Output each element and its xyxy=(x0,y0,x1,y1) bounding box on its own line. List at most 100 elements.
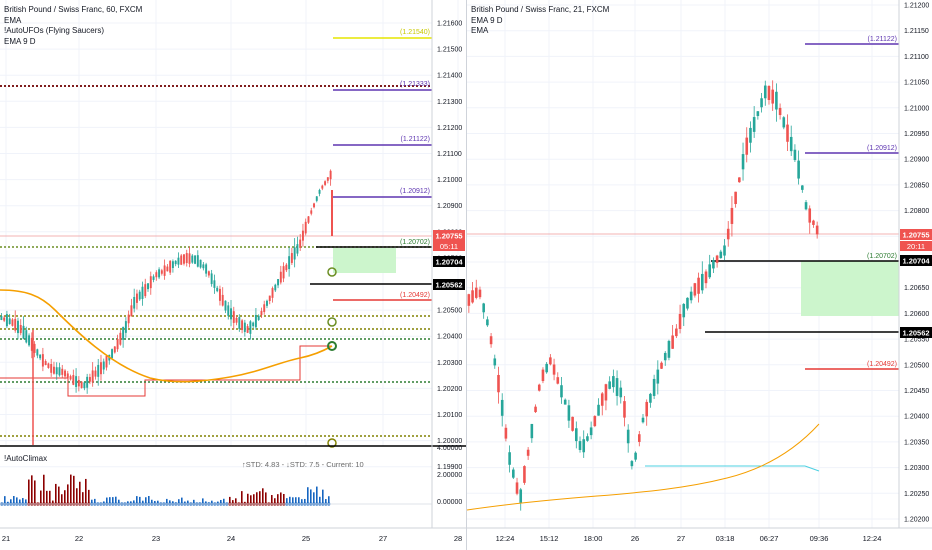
candle-body xyxy=(183,254,185,264)
left-legend: British Pound / Swiss Franc, 60, FXCM EM… xyxy=(4,5,142,47)
histogram-bar xyxy=(169,500,171,504)
time-tick: 24 xyxy=(227,534,235,543)
candle-body xyxy=(301,230,304,241)
histogram-bar xyxy=(256,492,258,504)
left-price-tick: 1.21000 xyxy=(437,177,462,184)
left-time-axis[interactable]: 21 22 23 24 25 27 28 xyxy=(2,534,462,543)
candle-body xyxy=(474,287,478,298)
right-chart-canvas[interactable]: (1.21122) (1.20912) (1.20702) (1.20492) … xyxy=(467,0,932,550)
candle-body xyxy=(497,374,500,393)
candle-body xyxy=(263,304,266,313)
left-indicator-ema9d[interactable]: EMA 9 D xyxy=(4,36,36,46)
candle-body xyxy=(25,330,28,343)
right-indicator-ema[interactable]: EMA xyxy=(471,26,489,35)
histogram-bar xyxy=(82,492,84,504)
left-label-red: (1.20492) xyxy=(400,292,430,299)
histogram-bar xyxy=(10,499,12,504)
right-chart-pane[interactable]: (1.21122) (1.20912) (1.20702) (1.20492) … xyxy=(467,0,932,550)
time-tick: 12:24 xyxy=(863,534,882,543)
histogram-bar xyxy=(55,483,57,504)
candle-body xyxy=(575,428,578,442)
histogram-bar xyxy=(46,490,48,504)
histogram-bar xyxy=(145,497,147,504)
candle-body xyxy=(191,255,194,263)
candle-body xyxy=(782,117,786,128)
histogram-bar xyxy=(136,496,138,504)
candle-body xyxy=(693,283,697,296)
time-tick: 09:36 xyxy=(810,534,829,543)
candle-body xyxy=(100,362,102,375)
pane-divider[interactable] xyxy=(466,0,467,550)
candle-body xyxy=(279,271,282,283)
candle-body xyxy=(69,376,72,380)
histogram-bar xyxy=(91,499,93,504)
candle-body xyxy=(482,303,485,313)
svg-text:1.20755: 1.20755 xyxy=(902,231,929,240)
histogram-bar xyxy=(16,497,18,504)
candle-body xyxy=(94,370,97,377)
candle-body xyxy=(715,255,719,263)
candle-body xyxy=(72,375,75,385)
left-label-purple-top: (1.21333) xyxy=(400,81,430,88)
right-candles xyxy=(467,80,819,511)
left-chart-canvas[interactable]: (1.21540) (1.21333) (1.21122) (1.20912) … xyxy=(0,0,466,550)
time-tick: 18:00 xyxy=(584,534,603,543)
candle-body xyxy=(515,482,519,494)
candle-body xyxy=(489,336,493,345)
left-candles xyxy=(0,169,333,445)
time-tick: 12:24 xyxy=(496,534,515,543)
left-price-tick: 1.21600 xyxy=(437,21,462,28)
candle-body xyxy=(630,461,634,467)
candle-body xyxy=(623,401,626,418)
candle-body xyxy=(196,255,199,267)
candle-body xyxy=(271,288,274,298)
candle-body xyxy=(11,319,14,326)
histogram-bar xyxy=(250,495,252,504)
histogram-bar xyxy=(58,486,60,504)
right-indicator-ema9d[interactable]: EMA 9 D xyxy=(471,15,503,25)
candle-body xyxy=(471,290,474,303)
candle-body xyxy=(224,300,227,311)
candle-body xyxy=(243,322,246,332)
histogram-bar xyxy=(22,498,24,504)
candle-body xyxy=(28,335,31,346)
histogram-bar xyxy=(328,496,330,504)
candle-body xyxy=(804,202,808,210)
candle-body xyxy=(545,363,548,373)
histogram-bar xyxy=(139,496,141,504)
left-indicator-autoufos[interactable]: !AutoUFOs (Flying Saucers) xyxy=(4,26,105,35)
histogram-bar xyxy=(319,496,321,504)
subpanel-stats: ↑STD: 4.83 - ↓STD: 7.5 - Current: 10 xyxy=(242,460,364,469)
left-price-tag-current: 1.20755 xyxy=(433,230,465,241)
candle-body xyxy=(163,265,166,276)
left-price-tag-level-2: 1.20562 xyxy=(433,279,465,290)
right-time-axis[interactable]: 12:24 15:12 18:00 26 27 03:18 06:27 09:36 12:24 xyxy=(496,534,882,543)
histogram-bar xyxy=(61,494,63,504)
histogram-bar xyxy=(295,497,297,504)
svg-text:1.20704: 1.20704 xyxy=(435,258,463,267)
time-tick: 26 xyxy=(631,534,639,543)
left-subpanel[interactable] xyxy=(0,474,331,506)
candle-body xyxy=(797,160,800,179)
candle-body xyxy=(563,399,567,405)
candle-body xyxy=(213,280,216,288)
candle-body xyxy=(58,367,61,376)
left-chart-pane[interactable]: (1.21540) (1.21333) (1.21122) (1.20912) … xyxy=(0,0,466,550)
histogram-bar xyxy=(70,474,72,504)
time-tick: 28 xyxy=(454,534,462,543)
histogram-bar xyxy=(109,497,111,504)
left-label-purple-1: (1.21122) xyxy=(401,136,430,143)
histogram-bar xyxy=(67,484,69,504)
candle-body xyxy=(619,387,623,398)
candle-body xyxy=(808,208,812,223)
candle-body xyxy=(534,406,537,413)
right-price-tick: 1.20850 xyxy=(904,182,929,189)
right-label-purple-1: (1.21122) xyxy=(868,36,897,43)
candle-body xyxy=(775,91,778,110)
left-price-tag-level-1: 1.20704 xyxy=(433,256,465,267)
candle-body xyxy=(519,489,523,503)
right-price-axis[interactable]: 1.21200 1.21150 1.21100 1.21050 1.21000 1.209… xyxy=(904,3,929,524)
candle-body xyxy=(756,111,760,117)
left-indicator-ema[interactable]: EMA xyxy=(4,15,22,25)
candle-body xyxy=(771,89,774,104)
